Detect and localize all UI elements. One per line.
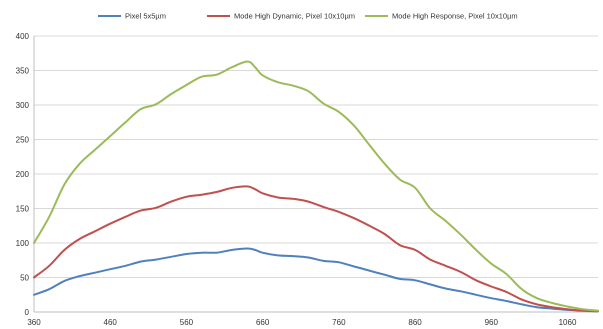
series-line-2 xyxy=(33,185,599,313)
legend: Pixel 5x5µm Mode High Dynamic, Pixel 10x1… xyxy=(98,12,518,21)
y-tick-label: 400 xyxy=(16,32,30,41)
y-tick-label: 100 xyxy=(16,239,30,248)
series-line-1 xyxy=(33,247,599,313)
legend-label-2: Mode High Dynamic, Pixel 10x10µm xyxy=(234,12,355,21)
x-tick-label: 460 xyxy=(104,318,118,327)
x-tick-label: 560 xyxy=(180,318,194,327)
x-tick-label: 760 xyxy=(332,318,346,327)
x-tick-label: 960 xyxy=(485,318,499,327)
x-tick-label: 360 xyxy=(27,318,41,327)
x-tick-label: 860 xyxy=(408,318,422,327)
y-tick-label: 350 xyxy=(16,67,30,76)
legend-label-1: Pixel 5x5µm xyxy=(125,12,166,21)
x-tick-label: 660 xyxy=(256,318,270,327)
y-tick-label: 300 xyxy=(16,101,30,110)
legend-label-3: Mode High Response, Pixel 10x10µm xyxy=(392,12,518,21)
series-line-3 xyxy=(33,60,599,312)
x-tick-label: 1060 xyxy=(559,318,577,327)
y-tick-label: 50 xyxy=(20,274,29,283)
y-tick-label: 0 xyxy=(25,308,30,317)
axes xyxy=(33,36,598,313)
y-tick-label: 200 xyxy=(16,170,30,179)
gridlines xyxy=(34,35,598,278)
y-tick-label: 250 xyxy=(16,136,30,145)
y-tick-labels: 0 50 100 150 200 250 300 350 400 xyxy=(16,32,30,317)
series-lines xyxy=(33,60,599,313)
y-tick-label: 150 xyxy=(16,205,30,214)
x-tick-labels: 360 460 560 660 760 860 960 1060 xyxy=(27,318,577,327)
